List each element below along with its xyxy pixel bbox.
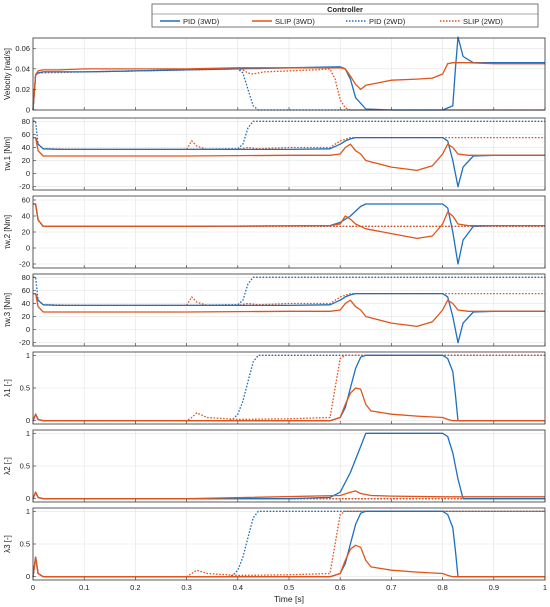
y-axis-label-lambda3: λ3 [-] xyxy=(3,535,12,553)
legend-entry-slip-2wd: SLIP (2WD) xyxy=(463,17,503,26)
legend-entry-slip-3wd: SLIP (3WD) xyxy=(275,17,315,26)
series-tau1-pid-3wd xyxy=(33,136,545,188)
x-tick-label-5: 0.5 xyxy=(284,583,294,592)
x-tick-label-0: 0 xyxy=(31,583,35,592)
y-axis-label-velocity: Velocity [rad/s] xyxy=(3,48,12,100)
legend-entry-pid-2wd: PID (2WD) xyxy=(369,17,406,26)
y-tick-label-tau1-5: 80 xyxy=(22,117,30,126)
x-tick-label-7: 0.7 xyxy=(386,583,396,592)
legend-title: Controller xyxy=(327,5,363,14)
x-tick-label-1: 0.1 xyxy=(79,583,89,592)
y-tick-label-tau3-3: 40 xyxy=(22,299,30,308)
legend-entry-pid-3wd: PID (3WD) xyxy=(183,17,220,26)
y-tick-label-lambda2-0: 0 xyxy=(26,494,30,503)
x-tick-label-2: 0.2 xyxy=(130,583,140,592)
y-tick-label-tau2-4: 60 xyxy=(22,196,30,205)
y-tick-label-tau1-3: 40 xyxy=(22,143,30,152)
series-tau3-pid-3wd xyxy=(33,292,545,344)
x-tick-label-10: 1 xyxy=(543,583,547,592)
y-axis-label-tau3: τw,3 [Nm] xyxy=(3,293,12,327)
series-tau1-slip-3wd xyxy=(33,136,545,172)
y-tick-label-tau2-1: 0 xyxy=(26,244,30,253)
subplot-lambda3: 0 0.5 1 λ3 [-] xyxy=(3,507,546,581)
y-tick-label-velocity-1: 0.02 xyxy=(15,85,30,94)
series-lambda1-slip-3wd xyxy=(32,387,545,422)
y-tick-label-lambda1-1: 0.5 xyxy=(20,384,30,393)
subplot-tau2: -20 0 20 40 60 τw,2 [Nm] xyxy=(3,196,546,269)
y-tick-label-velocity-0: 0 xyxy=(26,106,30,115)
y-tick-label-lambda3-0: 0 xyxy=(26,572,30,581)
y-tick-label-velocity-3: 0.06 xyxy=(15,44,30,53)
y-tick-label-tau2-2: 20 xyxy=(22,228,30,237)
y-axis-label-lambda2: λ2 [-] xyxy=(3,457,12,475)
subplot-lambda2: 0 0.5 1 λ2 [-] xyxy=(3,429,546,503)
y-tick-label-tau3-2: 20 xyxy=(22,312,30,321)
y-tick-label-lambda3-1: 0.5 xyxy=(20,540,30,549)
x-tick-label-9: 0.9 xyxy=(489,583,499,592)
y-tick-label-tau2-0: -20 xyxy=(19,260,30,269)
x-axis: 0 0.1 0.2 0.3 0.4 0.5 0.6 0.7 0.8 0.9 1 xyxy=(31,583,547,592)
series-lambda2-slip-3wd xyxy=(32,490,545,500)
y-tick-label-tau3-5: 80 xyxy=(22,273,30,282)
y-tick-label-tau1-2: 20 xyxy=(22,156,30,165)
x-tick-label-6: 0.6 xyxy=(335,583,345,592)
y-tick-label-tau3-0: -20 xyxy=(19,338,30,347)
subplot-lambda1: 0 0.5 1 λ1 [-] xyxy=(3,351,546,425)
x-tick-label-4: 0.4 xyxy=(233,583,243,592)
x-axis-label: Time [s] xyxy=(274,594,304,604)
series-lambda3-slip-3wd xyxy=(32,544,545,578)
y-axis-label-tau1: τw,1 [Nm] xyxy=(3,137,12,171)
y-tick-label-lambda3-2: 1 xyxy=(26,507,30,516)
y-tick-label-tau3-1: 0 xyxy=(26,325,30,334)
x-tick-label-8: 0.8 xyxy=(437,583,447,592)
y-tick-label-lambda2-1: 0.5 xyxy=(20,462,30,471)
y-tick-label-lambda2-2: 1 xyxy=(26,429,30,438)
subplot-tau1: -20 0 20 40 60 80 τw,1 [Nm] xyxy=(3,117,546,191)
series-tau3-slip-3wd xyxy=(33,292,545,328)
y-tick-label-tau1-4: 60 xyxy=(22,130,30,139)
y-tick-label-tau3-4: 60 xyxy=(22,286,30,295)
y-tick-label-tau2-3: 40 xyxy=(22,212,30,221)
y-tick-label-tau1-1: 0 xyxy=(26,169,30,178)
x-tick-label-3: 0.3 xyxy=(181,583,191,592)
series-velocity-slip-3wd xyxy=(32,62,545,111)
y-axis-label-lambda1: λ1 [-] xyxy=(3,379,12,397)
subplot-tau3: -20 0 20 40 60 80 τw,3 [Nm] xyxy=(3,273,546,347)
y-tick-label-lambda1-0: 0 xyxy=(26,416,30,425)
y-tick-label-tau1-0: -20 xyxy=(19,182,30,191)
y-tick-label-velocity-2: 0.04 xyxy=(15,64,30,73)
legend: Controller PID (3WD) SLIP (3WD) PID (2WD… xyxy=(151,3,539,28)
y-tick-label-lambda1-2: 1 xyxy=(26,351,30,360)
y-axis-label-tau2: τw,2 [Nm] xyxy=(3,215,12,249)
series-tau2-slip-3wd xyxy=(33,203,545,240)
series-velocity-pid-3wd xyxy=(32,36,545,111)
